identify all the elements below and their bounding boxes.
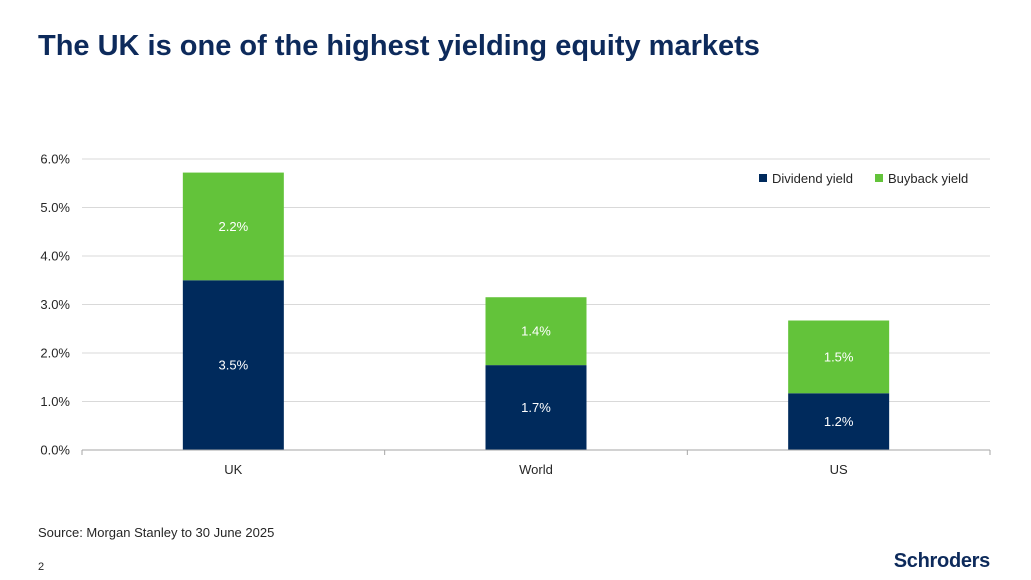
y-tick-label: 3.0%: [40, 297, 70, 312]
legend-swatch: [875, 174, 883, 182]
x-category-label: World: [519, 462, 553, 477]
bar-segment-buyback: [485, 297, 587, 366]
y-tick-label: 0.0%: [40, 443, 70, 458]
data-label: 1.4%: [521, 324, 551, 339]
page-number: 2: [38, 561, 45, 573]
data-label: 1.2%: [824, 414, 854, 429]
bar-segment-dividend: [182, 280, 284, 450]
data-label: 3.5%: [219, 358, 249, 373]
data-label: 1.5%: [824, 349, 854, 364]
data-label: 1.7%: [521, 400, 551, 415]
source-note: Source: Morgan Stanley to 30 June 2025: [38, 525, 275, 540]
y-axis-ticks: 0.0% 1.0% 2.0% 3.0% 4.0% 5.0% 6.0%: [40, 152, 70, 458]
bar-segment-buyback: [182, 172, 284, 281]
y-tick-label: 2.0%: [40, 346, 70, 361]
x-category-label: UK: [224, 462, 242, 477]
legend-swatch: [759, 174, 767, 182]
x-category-label: US: [830, 462, 848, 477]
page-title: The UK is one of the highest yielding eq…: [38, 30, 760, 62]
legend-label: Buyback yield: [888, 171, 968, 186]
y-tick-label: 5.0%: [40, 200, 70, 215]
legend: Dividend yield Buyback yield: [759, 171, 968, 186]
legend-label: Dividend yield: [772, 171, 853, 186]
bar-segment-dividend: [485, 365, 587, 450]
y-tick-label: 6.0%: [40, 152, 70, 167]
bars: 3.5% 2.2% 1.7% 1.4% 1.2% 1.5%: [182, 172, 890, 450]
data-label: 2.2%: [219, 219, 249, 234]
y-tick-label: 4.0%: [40, 249, 70, 264]
x-axis: UK World US: [81, 449, 991, 477]
y-tick-label: 1.0%: [40, 394, 70, 409]
bar-segment-dividend: [788, 393, 890, 450]
schroders-logo: Schroders: [893, 550, 991, 572]
bar-segment-buyback: [788, 320, 890, 394]
